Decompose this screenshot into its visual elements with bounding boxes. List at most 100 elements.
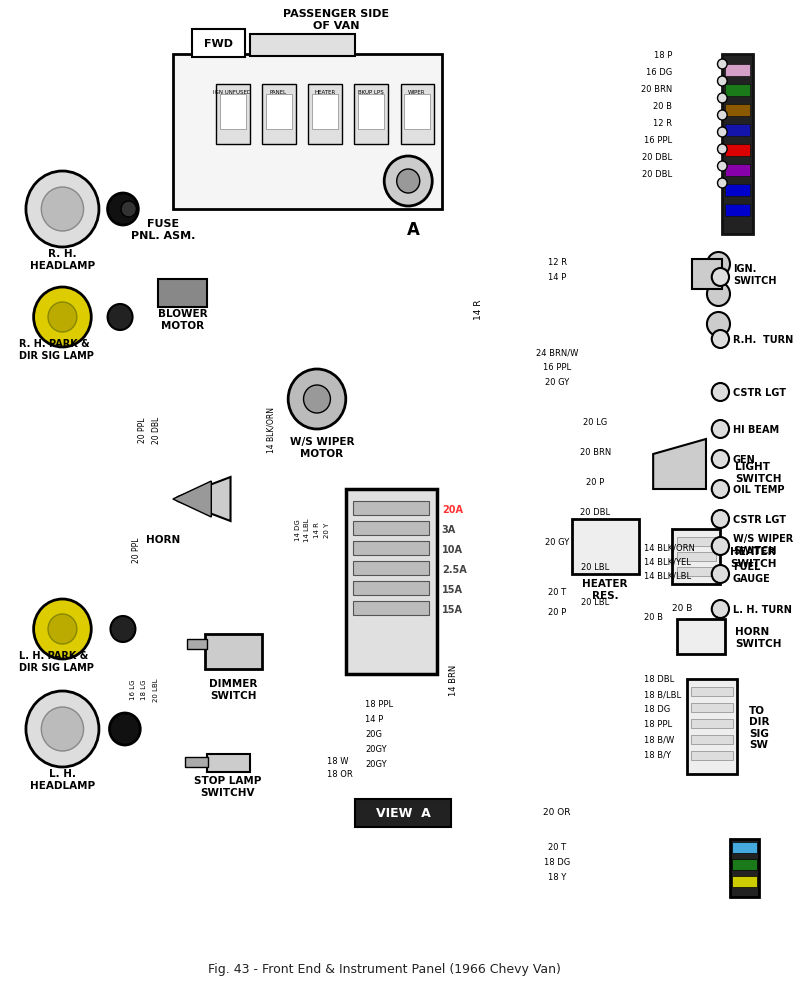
Bar [690,719,733,728]
Text: 20 LBL: 20 LBL [582,598,610,607]
Text: GEN: GEN [733,454,756,464]
Bar [192,30,245,58]
Bar [677,620,726,654]
Bar [354,502,430,516]
Text: HORN
SWITCH: HORN SWITCH [735,627,782,648]
Text: 20 T: 20 T [548,588,566,597]
Text: 18 OR: 18 OR [326,769,352,778]
Bar [220,95,246,129]
Text: 18 Y: 18 Y [548,873,566,882]
Text: Fig. 43 - Front End & Instrument Panel (1966 Chevy Van): Fig. 43 - Front End & Instrument Panel (… [208,963,561,976]
Text: CSTR LGT: CSTR LGT [733,515,786,525]
Circle shape [712,420,729,438]
Circle shape [707,283,730,307]
Circle shape [707,313,730,337]
Text: CSTR LGT: CSTR LGT [733,387,786,397]
Polygon shape [653,439,706,489]
Text: 20 P: 20 P [548,608,566,617]
Bar [726,85,750,97]
Circle shape [48,303,77,333]
Text: 20G: 20G [365,730,382,739]
Circle shape [712,383,729,401]
Text: 15A: 15A [442,585,463,595]
Bar [266,95,292,129]
Bar [206,754,250,772]
Bar [677,568,715,577]
Text: 2.5A: 2.5A [442,565,466,575]
Circle shape [718,127,727,137]
Text: 18 PPL: 18 PPL [643,720,672,729]
Text: FWD: FWD [203,39,233,49]
Text: 24 BRN/W: 24 BRN/W [536,348,578,357]
Bar [726,144,750,156]
Circle shape [121,202,136,218]
Bar [354,582,430,596]
Text: 14 BLK/LBL: 14 BLK/LBL [643,571,690,580]
Circle shape [107,194,138,226]
Text: 14 R: 14 R [474,300,483,320]
Text: 14 BLK/ORN: 14 BLK/ORN [643,543,694,552]
Text: W/S WIPER
MOTOR: W/S WIPER MOTOR [290,436,354,458]
Circle shape [712,538,729,556]
Text: 14 P: 14 P [365,715,383,724]
Text: 18 PPL: 18 PPL [365,700,393,709]
Text: 14 R: 14 R [314,522,320,538]
Bar [401,85,434,144]
Text: 20 T: 20 T [548,843,566,852]
Text: LIGHT
SWITCH: LIGHT SWITCH [735,461,782,483]
Text: 16 PPL: 16 PPL [543,363,571,372]
Text: 18 DG: 18 DG [643,705,670,714]
Text: 18 B/W: 18 B/W [643,735,674,744]
Text: 14 BRN: 14 BRN [449,664,458,695]
Text: 20 B: 20 B [643,613,662,622]
Circle shape [303,385,330,413]
Bar [354,85,388,144]
Text: 3A: 3A [442,525,456,535]
Bar [205,634,262,669]
Text: 20 DBL: 20 DBL [152,416,161,443]
Text: 20 DBL: 20 DBL [581,508,610,517]
Text: 14 BLK/YEL: 14 BLK/YEL [643,557,690,566]
Bar [690,751,733,760]
Text: FUEL
GAUGE: FUEL GAUGE [733,562,770,583]
Text: HI BEAM: HI BEAM [733,424,779,434]
Bar [262,85,296,144]
Bar [726,205,750,217]
Circle shape [712,566,729,584]
Text: 20 OR: 20 OR [543,807,571,816]
Text: 18 DBL: 18 DBL [643,675,674,684]
Bar [187,639,206,649]
Bar [726,164,750,177]
Circle shape [712,269,729,287]
Circle shape [42,707,83,751]
Text: 20 LG: 20 LG [583,418,608,427]
Text: 14 LBL: 14 LBL [304,518,310,542]
Text: 14 BLK/ORN: 14 BLK/ORN [266,406,275,452]
Circle shape [384,156,432,207]
Circle shape [712,480,729,498]
Text: 20 PPL: 20 PPL [138,417,146,442]
Bar [726,105,750,117]
Text: R. H. PARK &
DIR SIG LAMP: R. H. PARK & DIR SIG LAMP [19,339,94,360]
Bar [186,757,209,767]
Text: 16 DG: 16 DG [646,68,672,77]
Text: 18 DG: 18 DG [544,858,570,867]
Text: 20 B: 20 B [672,604,693,613]
Polygon shape [178,477,230,522]
Text: HEATER
RES.: HEATER RES. [582,579,628,600]
Text: W/S WIPER
SWITCH: W/S WIPER SWITCH [733,534,793,556]
Text: VIEW  A: VIEW A [376,806,430,819]
Bar [690,687,733,696]
Bar [173,55,442,210]
Text: 12 R: 12 R [654,119,672,127]
Bar [726,125,750,136]
Bar [686,679,737,774]
Circle shape [107,305,133,331]
Text: R. H.
HEADLAMP: R. H. HEADLAMP [30,249,95,271]
Text: PANEL: PANEL [270,90,287,95]
Circle shape [718,77,727,87]
Text: IGN.
SWITCH: IGN. SWITCH [733,264,776,286]
Text: 12 R: 12 R [548,258,566,267]
Circle shape [42,188,83,232]
Bar [726,65,750,77]
